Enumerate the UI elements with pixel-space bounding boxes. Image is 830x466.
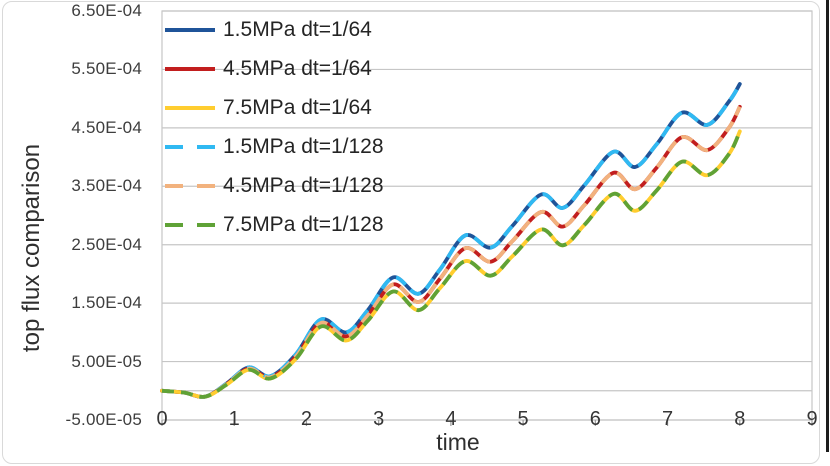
x-tick-label: 8 <box>734 408 746 430</box>
x-tick-label: 5 <box>517 408 529 430</box>
y-tick-label: 6.50E-04 <box>71 1 142 20</box>
y-tick-label: 3.50E-04 <box>71 176 142 196</box>
legend-item: 7.5MPa dt=1/64 <box>165 95 372 121</box>
legend-line-sample <box>165 28 215 32</box>
right-edge-border <box>826 0 829 452</box>
legend-item: 1.5MPa dt=1/128 <box>165 134 384 160</box>
x-tick-label: 9 <box>806 408 818 430</box>
y-tick-label: 1.50E-04 <box>71 293 142 313</box>
legend-label: 4.5MPa dt=1/128 <box>223 174 384 197</box>
y-axis-title: top flux comparison <box>18 143 45 353</box>
series-line-7.5MPa-dt-1-128 <box>161 130 742 399</box>
x-tick-label: 2 <box>300 408 312 430</box>
legend-label: 7.5MPa dt=1/64 <box>223 96 372 119</box>
y-tick-label: 4.50E-04 <box>71 117 142 137</box>
x-tick-label: 6 <box>589 408 601 430</box>
legend-item: 1.5MPa dt=1/64 <box>165 17 372 43</box>
legend-label: 4.5MPa dt=1/64 <box>223 57 372 80</box>
x-tick-label: 3 <box>373 408 385 430</box>
series-line-1.5MPa-dt-1-64 <box>160 82 742 399</box>
x-tick-label: 1 <box>228 408 240 430</box>
legend-line-sample <box>165 106 215 110</box>
legend-line-sample <box>165 67 215 71</box>
y-tick-label: 2.50E-04 <box>71 234 142 254</box>
legend-label: 7.5MPa dt=1/128 <box>223 213 384 236</box>
x-axis-title: time <box>436 429 480 455</box>
series-line-1.5MPa-dt-1-128 <box>161 83 742 399</box>
legend-label: 1.5MPa dt=1/128 <box>223 135 384 158</box>
legend-line-sample <box>165 145 215 149</box>
x-tick-label: 7 <box>661 408 674 430</box>
legend-line-sample <box>165 184 215 188</box>
legend-line-sample <box>165 223 215 227</box>
plot-border <box>161 10 813 421</box>
y-tick-label: 5.50E-04 <box>71 59 142 79</box>
y-tick-label: -5.00E-05 <box>65 410 142 429</box>
legend-item: 4.5MPa dt=1/64 <box>165 56 372 82</box>
x-tick-label: 4 <box>445 408 457 430</box>
legend-item: 7.5MPa dt=1/128 <box>165 212 384 238</box>
y-tick-label: 5.00E-05 <box>71 351 142 371</box>
legend-item: 4.5MPa dt=1/128 <box>165 173 384 199</box>
x-tick-label: 0 <box>156 408 168 430</box>
legend-label: 1.5MPa dt=1/64 <box>223 18 372 41</box>
